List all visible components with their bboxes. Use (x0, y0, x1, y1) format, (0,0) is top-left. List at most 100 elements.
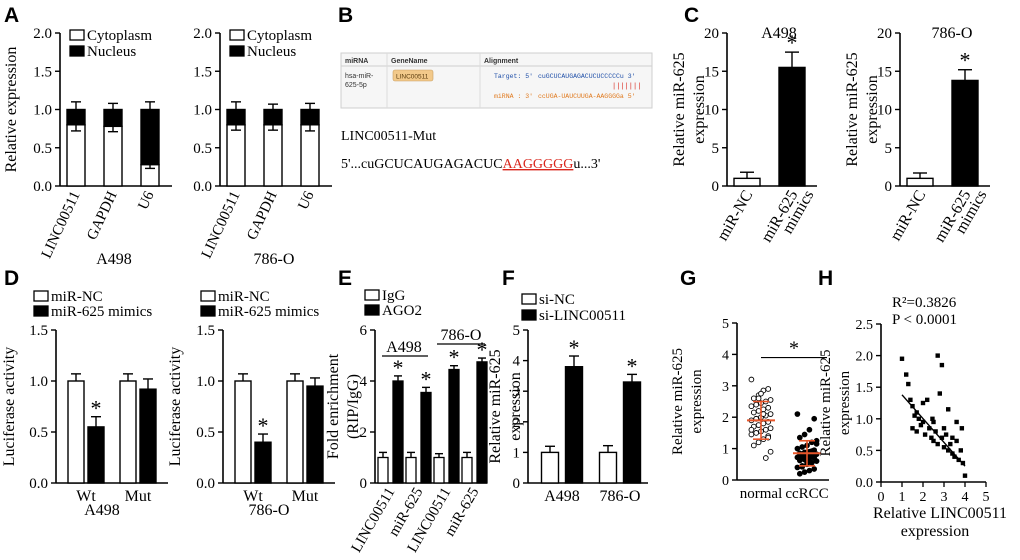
significance-star: * (258, 413, 269, 438)
group-label: 786-O (254, 251, 295, 268)
panel-b: miRNA GeneName Alignment hsa-miR- 625-5p… (340, 52, 653, 172)
cell-group-label: 786-O (441, 327, 482, 344)
charts: 0.0 0.5 1.0 1.5 2.0 Relative expression LINC00… (1, 25, 1007, 555)
y-axis-label: expression (864, 75, 881, 143)
y-tick-label: 10 (704, 103, 719, 119)
y-tick-label: 1.0 (196, 374, 215, 390)
y-tick-label: 4 (513, 354, 521, 370)
data-point (954, 438, 959, 444)
data-point (904, 372, 909, 377)
y-tick-label: 0 (722, 474, 729, 489)
x-axis-label: Relative LINC00511 (873, 505, 1007, 522)
y-tick-label: 0 (360, 476, 368, 492)
y-tick-label: 0.0 (29, 476, 48, 492)
y-tick-label: 2.5 (856, 318, 874, 333)
bar (778, 66, 806, 187)
x-tick-label: Wt (243, 488, 263, 505)
data-point (950, 451, 955, 456)
data-point (748, 431, 755, 438)
data-point (935, 441, 940, 447)
x-tick-label: U6 (295, 188, 317, 212)
y-axis-label: expression (689, 369, 705, 434)
table-header-alignment: Alignment (484, 58, 519, 65)
data-point (946, 407, 951, 412)
x-tick-label: miR-NC (714, 188, 756, 244)
y-tick-label: 4 (360, 374, 368, 390)
legend-label-cytoplasm: Cytoplasm (247, 28, 312, 44)
panel-letter-e: E (338, 267, 352, 290)
data-point (937, 391, 942, 396)
data-point (914, 429, 919, 434)
y-tick-label: 2.0 (856, 350, 874, 365)
x-tick-label: 5 (983, 490, 990, 505)
y-tick-label: 0 (513, 476, 521, 492)
significance-star: * (627, 353, 638, 378)
data-point (767, 411, 774, 417)
legend-swatch-nucleus (69, 45, 85, 57)
y-axis-label: expression (507, 372, 524, 440)
significance-star: * (569, 335, 580, 360)
data-point (753, 401, 760, 408)
chart-A2: 0.0 0.5 1.0 1.5 2.0 LINC00511 GAPDH U6 Cytoplasm… (193, 26, 332, 268)
data-point (808, 459, 815, 466)
legend-swatch-mir-nc (33, 290, 49, 302)
bar (733, 177, 761, 187)
mut-sequence: 5'...cuGCUCAUGAGACUCAAGGGGGu...3' (341, 157, 600, 172)
y-tick-label: 0.0 (856, 476, 874, 491)
significance-star: * (960, 48, 971, 73)
y-axis-label: Luciferase activity (1, 347, 18, 467)
p-value-annotation: P < 0.0001 (892, 312, 957, 328)
data-point (910, 426, 915, 431)
bar-nucleus (66, 108, 86, 126)
y-tick-label: 1 (513, 445, 521, 461)
data-point (796, 434, 803, 441)
legend-label-mir-nc: miR-NC (218, 289, 270, 305)
target-label: Target: 5' (494, 73, 533, 80)
data-point (930, 416, 935, 421)
data-point (918, 422, 924, 428)
mut-title: LINC00511-Mut (341, 129, 436, 144)
data-point (939, 435, 945, 440)
bar-nucleus (140, 108, 160, 166)
data-point (811, 466, 818, 472)
bar (420, 391, 432, 484)
y-tick-label: 1.5 (33, 64, 52, 80)
data-point (796, 470, 803, 477)
y-tick-label: 15 (704, 64, 719, 80)
legend-swatch-nucleus (229, 45, 245, 57)
legend-swatch-mir-625-mimics (33, 305, 49, 317)
data-point (922, 432, 928, 437)
x-axis-label: expression (901, 523, 969, 540)
y-tick-label: 1.0 (29, 374, 48, 390)
regression-line (901, 394, 966, 467)
bar (254, 441, 272, 484)
chart-A1: 0.0 0.5 1.0 1.5 2.0 Relative expression LINC00… (3, 26, 172, 268)
bar-cytoplasm (263, 124, 283, 187)
panel-letter-b: B (338, 4, 353, 27)
data-point (794, 411, 801, 417)
bar-cytoplasm (66, 124, 86, 187)
y-tick-label: 5 (513, 323, 521, 339)
pairing-lines: ||||||| (612, 83, 641, 91)
bar (286, 380, 304, 484)
x-tick-label: LINC00511 (39, 189, 84, 261)
x-tick-label: A498 (544, 488, 580, 505)
bar-cytoplasm (300, 124, 320, 187)
data-point (950, 435, 955, 440)
y-axis-label: Relative expression (3, 47, 20, 173)
data-point (748, 376, 755, 383)
legend-label-mir-625-mimics: miR-625 mimics (218, 304, 319, 320)
chart-title: 786-O (932, 25, 973, 42)
points-ccRCC (794, 411, 820, 477)
data-point (753, 430, 760, 436)
bar (306, 385, 324, 484)
bar (377, 456, 389, 484)
y-tick-label: 5 (712, 141, 720, 157)
bar (67, 380, 85, 484)
significance-star: * (787, 30, 798, 55)
legend-swatch-cytoplasm (69, 29, 85, 41)
legend-label-ago2: AGO2 (382, 303, 422, 319)
data-point (755, 439, 762, 446)
data-point (750, 409, 757, 416)
